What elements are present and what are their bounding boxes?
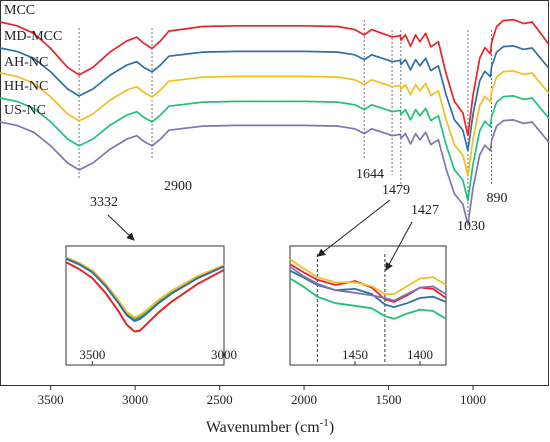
series-label-ah-nc: AH-NC — [4, 55, 48, 70]
inset-oh-series-md-mcc — [65, 257, 225, 323]
inset-oh-tick-label-3500: 3500 — [79, 347, 105, 362]
peak-label-2900: 2900 — [164, 179, 192, 194]
series-mcc — [0, 18, 550, 137]
inset-ch2-series-md-mcc — [289, 269, 447, 309]
x-tick-label-3000: 3000 — [122, 392, 148, 407]
series-label-us-nc: US-NC — [4, 103, 46, 118]
inset-ch2-tick-label-1450: 1450 — [342, 347, 368, 362]
series-label-md-mcc: MD-MCC — [4, 29, 62, 44]
inset-ch2-series-hh-nc — [289, 277, 447, 320]
peak-label-3332: 3332 — [90, 195, 118, 210]
arrow-1479 — [317, 199, 391, 257]
x-tick-label-1000: 1000 — [460, 392, 486, 407]
arrow-3332 — [107, 214, 135, 241]
x-axis-label: Wavenumber (cm-1) — [206, 417, 334, 436]
x-tick-label-2500: 2500 — [207, 392, 233, 407]
peak-label-890: 890 — [487, 191, 508, 206]
x-tick-label-2000: 2000 — [291, 392, 317, 407]
series-label-mcc: MCC — [4, 3, 35, 18]
series-label-hh-nc: HH-NC — [4, 79, 48, 94]
inset-ch2-series-us-nc — [289, 266, 447, 302]
inset-oh-series-mcc — [65, 261, 225, 333]
series-us-nc — [0, 119, 550, 226]
inset-ch2-frame — [289, 245, 447, 366]
arrow-1427 — [385, 221, 413, 271]
series-md-mcc — [0, 45, 550, 152]
inset-ch2-series-ah-nc — [289, 258, 447, 295]
series-hh-nc — [0, 95, 550, 202]
peak-label-1644: 1644 — [356, 167, 384, 182]
inset-oh-series-ah-nc — [65, 256, 225, 319]
x-axis-label-main: Wavenumber (cm — [206, 419, 320, 436]
peak-label-1030: 1030 — [457, 219, 485, 234]
x-axis-label-sup: -1 — [320, 417, 329, 429]
x-axis-label-tail: ) — [329, 419, 334, 436]
x-tick-label-1500: 1500 — [376, 392, 402, 407]
x-tick-label-3500: 3500 — [38, 392, 64, 407]
peak-label-1427: 1427 — [411, 203, 439, 218]
inset-ch2-tick-label-1400: 1400 — [407, 347, 433, 362]
plot-frame — [0, 0, 549, 386]
inset-oh-frame — [65, 245, 225, 366]
series-ah-nc — [0, 70, 550, 177]
peak-label-1479: 1479 — [382, 183, 410, 198]
inset-oh-tick-label-3000: 3000 — [211, 347, 237, 362]
